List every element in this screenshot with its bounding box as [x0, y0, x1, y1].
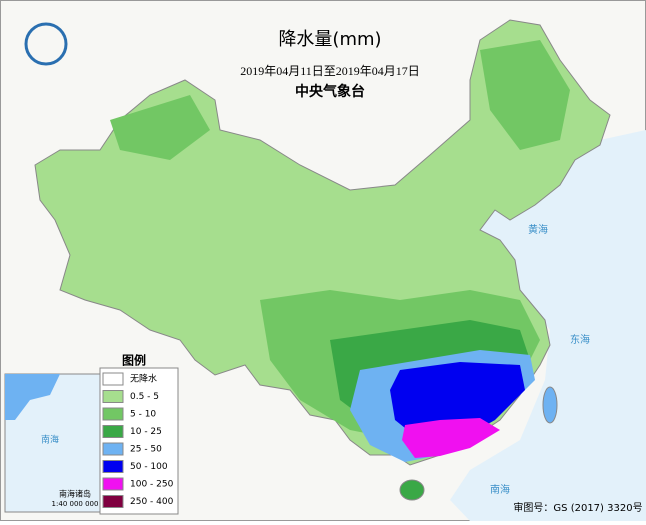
sea-label: 南海	[490, 483, 510, 496]
sea-label: 黄海	[528, 223, 548, 236]
logo	[24, 22, 68, 66]
taiwan	[542, 386, 558, 424]
inset-title: 南海诸岛	[59, 489, 91, 499]
legend-swatch	[102, 407, 124, 421]
inset-scale: 1:40 000 000	[52, 500, 99, 508]
legend-swatch	[102, 390, 124, 403]
issuer: 中央气象台	[295, 83, 365, 100]
legend-label: 10 - 25	[130, 427, 162, 437]
inset-land	[5, 374, 60, 420]
rain-100-250	[402, 418, 500, 458]
legend-swatch	[102, 442, 124, 456]
rain-50-100	[390, 362, 525, 440]
title: 降水量(mm)	[278, 29, 381, 50]
legend-swatch	[102, 495, 124, 508]
period: 2019年04月11日至2019年04月17日	[240, 64, 420, 78]
legend-label: 100 - 250	[130, 480, 174, 490]
approval-number: 审图号：GS (2017) 3320号	[513, 501, 642, 514]
rain-5-10-north	[110, 40, 570, 160]
legend-label: 5 - 10	[130, 410, 156, 420]
legend-swatch	[102, 460, 124, 473]
legend-label: 25 - 50	[130, 445, 162, 455]
legend-label: 50 - 100	[130, 462, 168, 472]
legend-swatch	[102, 372, 124, 386]
legend-swatch	[102, 425, 124, 438]
hainan	[399, 479, 425, 501]
legend-label: 无降水	[130, 373, 157, 385]
legend-title: 图例	[122, 353, 146, 368]
sea-label: 南海	[41, 434, 59, 446]
legend-label: 250 - 400	[130, 497, 174, 507]
legend-label: 0.5 - 5	[130, 392, 159, 402]
legend	[99, 367, 179, 515]
legend-swatch	[102, 477, 124, 491]
sea	[450, 130, 646, 521]
sea-label: 东海	[570, 333, 590, 346]
